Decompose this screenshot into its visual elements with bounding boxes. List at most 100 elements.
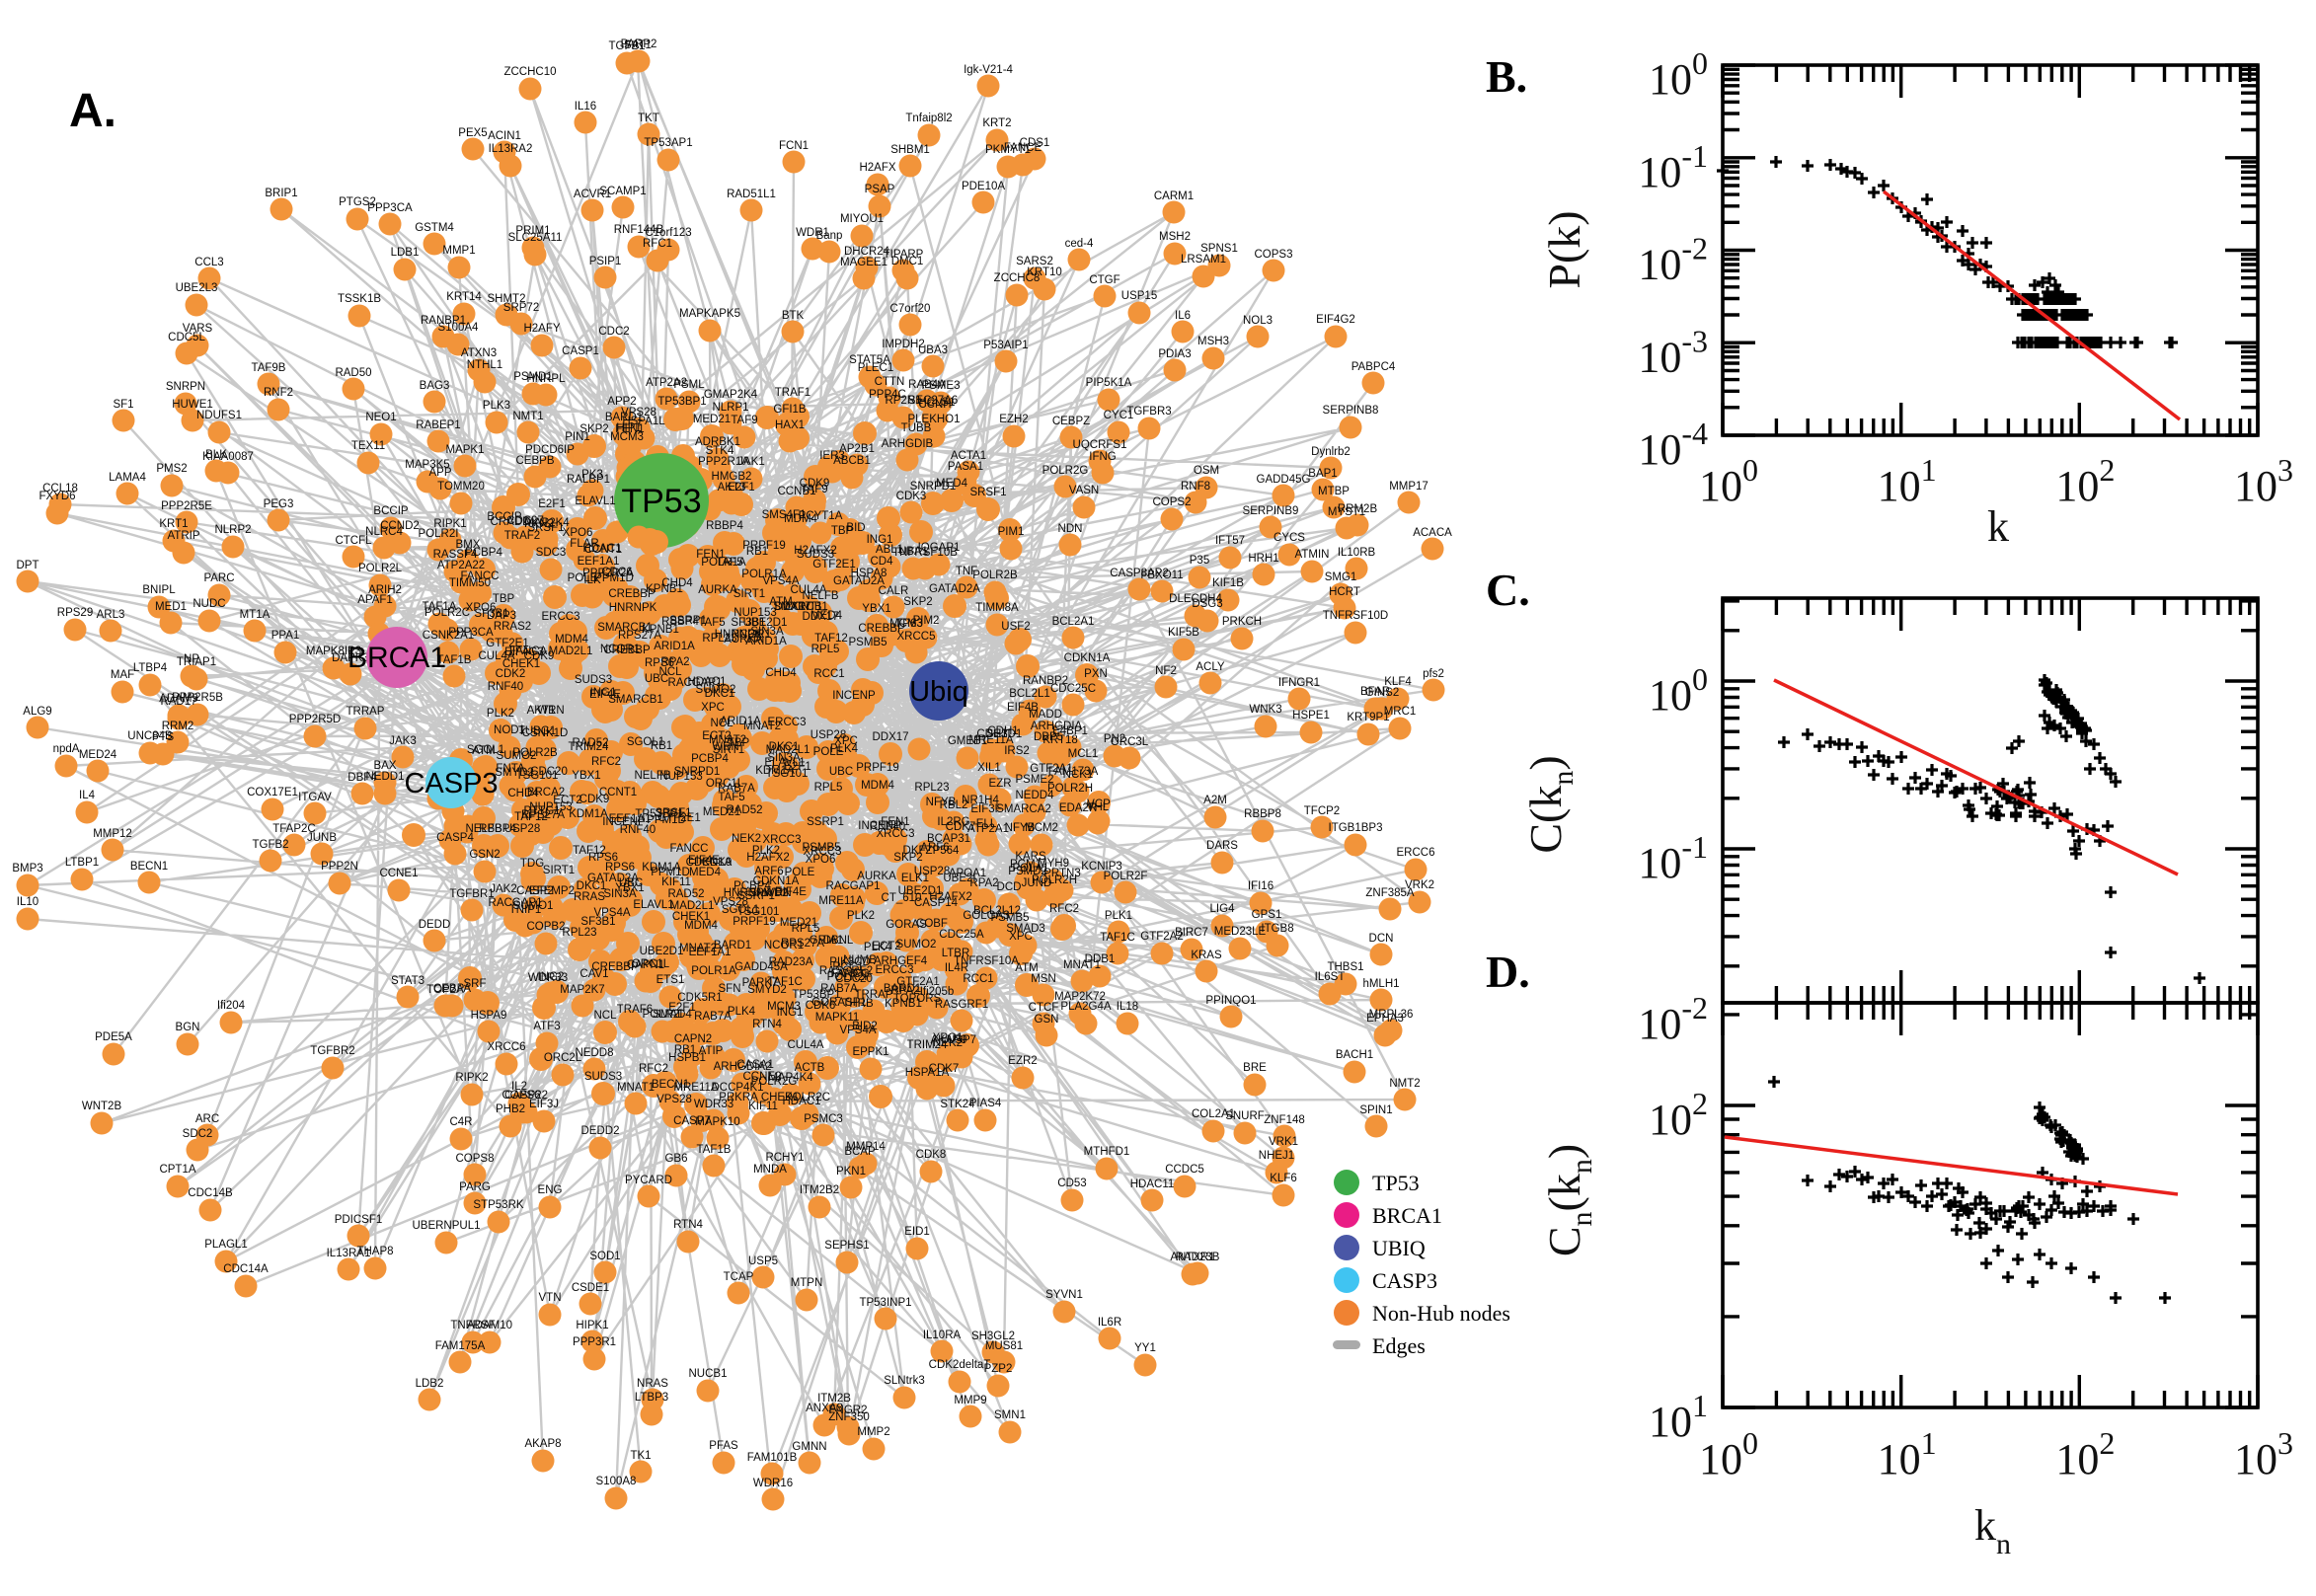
svg-text:RPL23: RPL23 [914, 782, 949, 794]
svg-text:Edges: Edges [1372, 1333, 1426, 1358]
svg-text:FCN1: FCN1 [779, 140, 809, 152]
svg-text:E4BP1: E4BP1 [1052, 725, 1088, 737]
svg-text:RFC2: RFC2 [639, 1063, 668, 1075]
svg-text:CDK8: CDK8 [916, 1149, 947, 1161]
svg-text:EZH2: EZH2 [999, 414, 1028, 425]
svg-text:ATIP: ATIP [699, 1045, 724, 1057]
svg-text:MTBP: MTBP [1318, 486, 1350, 497]
svg-text:CDC6: CDC6 [601, 567, 632, 578]
svg-text:RBBP4: RBBP4 [661, 616, 699, 628]
svg-text:UBA1: UBA1 [898, 546, 928, 558]
svg-text:SE1D1: SE1D1 [986, 728, 1022, 740]
svg-text:POLR1A: POLR1A [691, 965, 736, 977]
svg-text:CDS1: CDS1 [1020, 137, 1050, 149]
svg-text:PPM1D: PPM1D [594, 572, 634, 584]
svg-text:GB6: GB6 [664, 1153, 687, 1165]
svg-text:MMP2: MMP2 [857, 1426, 889, 1438]
svg-text:NFYB: NFYB [1005, 822, 1036, 834]
svg-text:TNFRSF10A: TNFRSF10A [954, 955, 1019, 967]
svg-text:EEF1A1: EEF1A1 [609, 813, 652, 825]
svg-text:DDB1: DDB1 [1085, 953, 1116, 965]
svg-text:XPC: XPC [834, 735, 858, 747]
svg-text:ZCCHC8: ZCCHC8 [994, 272, 1041, 284]
svg-text:PPP3CA: PPP3CA [448, 627, 494, 639]
svg-text:PPM1D: PPM1D [651, 867, 690, 878]
svg-text:KPNB1: KPNB1 [646, 583, 683, 595]
svg-text:TOP2A: TOP2A [426, 984, 464, 996]
svg-text:TAF12: TAF12 [514, 811, 548, 823]
svg-text:WDR1: WDR1 [796, 227, 829, 239]
svg-text:H2AFX2: H2AFX2 [746, 852, 789, 864]
svg-text:GTF2E1: GTF2E1 [812, 559, 855, 570]
svg-text:NEO1: NEO1 [365, 412, 396, 423]
svg-text:RRAS2: RRAS2 [494, 621, 531, 633]
svg-text:PPP2R1A: PPP2R1A [698, 456, 749, 468]
svg-text:EFEMP2: EFEMP2 [529, 885, 575, 897]
svg-text:PMS2: PMS2 [156, 463, 187, 475]
svg-text:EIF4E: EIF4E [775, 886, 807, 898]
svg-text:RANBP2: RANBP2 [1023, 675, 1068, 687]
svg-text:RASSF4: RASSF4 [433, 549, 478, 561]
svg-text:RPL5: RPL5 [814, 782, 843, 794]
svg-text:WDR33: WDR33 [528, 972, 568, 984]
svg-text:SUDS3: SUDS3 [797, 549, 834, 561]
svg-text:IRS2: IRS2 [1004, 745, 1030, 757]
svg-text:ATM: ATM [1015, 962, 1038, 974]
svg-text:CASP4: CASP4 [436, 832, 474, 844]
svg-text:DLECDH4: DLECDH4 [1169, 593, 1222, 605]
svg-text:PHB2: PHB2 [496, 1103, 525, 1115]
svg-text:CCNE2: CCNE2 [743, 1071, 782, 1083]
svg-text:TGFBR2: TGFBR2 [310, 1045, 354, 1057]
svg-text:SIN3A: SIN3A [750, 626, 784, 638]
svg-text:BID: BID [846, 522, 865, 534]
svg-text:CTCFL: CTCFL [335, 535, 372, 547]
svg-text:RB1: RB1 [651, 740, 672, 752]
svg-text:SOD1: SOD1 [589, 1251, 620, 1262]
svg-text:PLEC1: PLEC1 [858, 362, 893, 374]
svg-text:DBNL: DBNL [823, 935, 854, 947]
svg-text:CDC20: CDC20 [530, 766, 568, 778]
svg-text:RFC2: RFC2 [1049, 903, 1079, 915]
svg-text:HSPE1: HSPE1 [1292, 710, 1330, 722]
svg-text:HNRNPK: HNRNPK [724, 887, 772, 899]
svg-text:DPT: DPT [17, 560, 39, 571]
svg-text:P53AIP1: P53AIP1 [983, 340, 1028, 351]
svg-text:XIL1: XIL1 [977, 762, 1001, 774]
svg-text:AKT3: AKT3 [718, 482, 746, 494]
svg-text:USP7: USP7 [947, 1034, 976, 1046]
svg-text:DKC1: DKC1 [769, 741, 800, 753]
svg-text:ITM2B: ITM2B [817, 1393, 851, 1405]
svg-text:CUL4A: CUL4A [478, 650, 514, 662]
svg-text:PASA1: PASA1 [948, 461, 983, 473]
svg-text:RASGRF1: RASGRF1 [935, 999, 988, 1011]
svg-text:SMYD2: SMYD2 [749, 887, 789, 899]
svg-text:RCHY1: RCHY1 [766, 1152, 805, 1164]
svg-text:DDX17: DDX17 [802, 611, 838, 623]
svg-text:BTK: BTK [782, 310, 805, 322]
svg-text:POLR2H: POLR2H [1047, 783, 1093, 795]
svg-text:MYH9: MYH9 [1038, 858, 1069, 870]
svg-text:USP28: USP28 [504, 823, 540, 835]
svg-text:CSDE1: CSDE1 [572, 1282, 609, 1294]
svg-text:POLR1A: POLR1A [741, 569, 787, 580]
svg-text:SRP72: SRP72 [503, 302, 539, 314]
svg-text:CASP1: CASP1 [562, 345, 599, 357]
svg-text:JAK2: JAK2 [490, 883, 517, 895]
svg-text:TP53BP1: TP53BP1 [657, 396, 706, 408]
svg-text:Ifi205b: Ifi205b [920, 986, 955, 998]
svg-text:GTF2A1: GTF2A1 [896, 976, 939, 988]
svg-text:MMP9: MMP9 [954, 1395, 986, 1406]
svg-text:UBE2D1: UBE2D1 [898, 885, 943, 897]
svg-text:CDC5L: CDC5L [168, 332, 205, 343]
svg-text:CUL4A: CUL4A [787, 1039, 823, 1051]
svg-text:IL6R: IL6R [1098, 1317, 1121, 1329]
svg-text:HNRNPK: HNRNPK [715, 629, 763, 641]
svg-text:XRCC5: XRCC5 [897, 631, 936, 643]
svg-text:SUMO2: SUMO2 [497, 750, 537, 762]
svg-text:PKN1: PKN1 [836, 1166, 866, 1178]
svg-text:PSMB5: PSMB5 [803, 842, 841, 854]
svg-text:SMG1: SMG1 [1325, 571, 1357, 583]
svg-text:MAP2K72: MAP2K72 [1054, 991, 1106, 1003]
svg-text:COPS3: COPS3 [1255, 249, 1293, 261]
svg-text:SMARCB1: SMARCB1 [597, 622, 653, 634]
